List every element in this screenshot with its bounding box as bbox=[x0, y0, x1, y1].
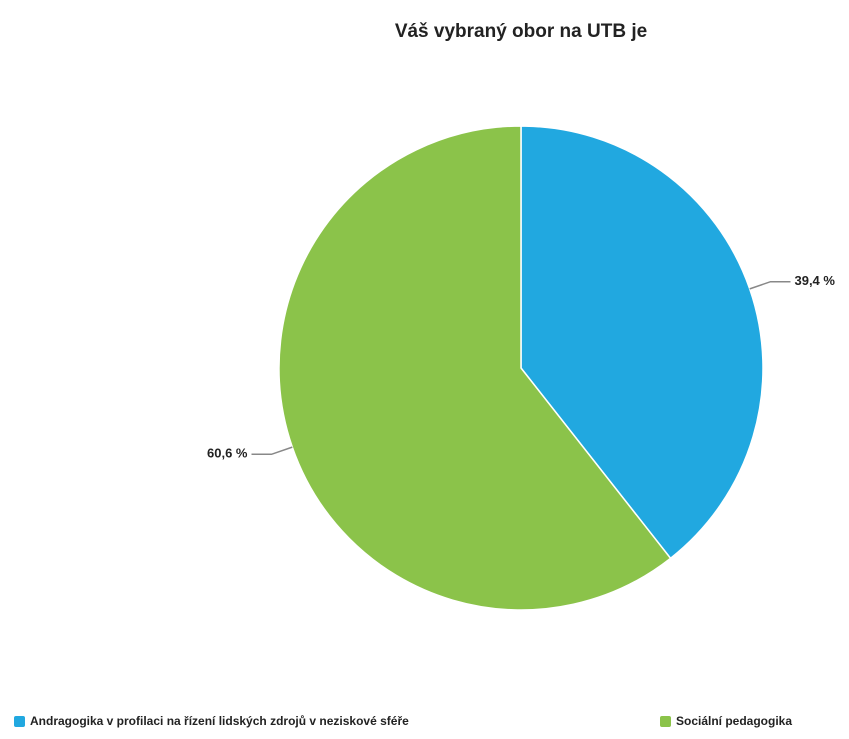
legend-label: Andragogika v profilaci na řízení lidský… bbox=[30, 714, 409, 728]
legend-swatch bbox=[14, 716, 25, 727]
legend-swatch bbox=[660, 716, 671, 727]
pie-slice bbox=[520, 125, 764, 560]
leader-line bbox=[251, 446, 293, 456]
legend-label: Sociální pedagogika bbox=[676, 714, 792, 728]
leader-line bbox=[749, 280, 791, 290]
data-label: 39,4 % bbox=[794, 273, 835, 288]
pie-slice bbox=[278, 125, 672, 611]
chart-title: Váš vybraný obor na UTB je bbox=[395, 21, 647, 42]
data-label: 60,6 % bbox=[207, 446, 248, 461]
